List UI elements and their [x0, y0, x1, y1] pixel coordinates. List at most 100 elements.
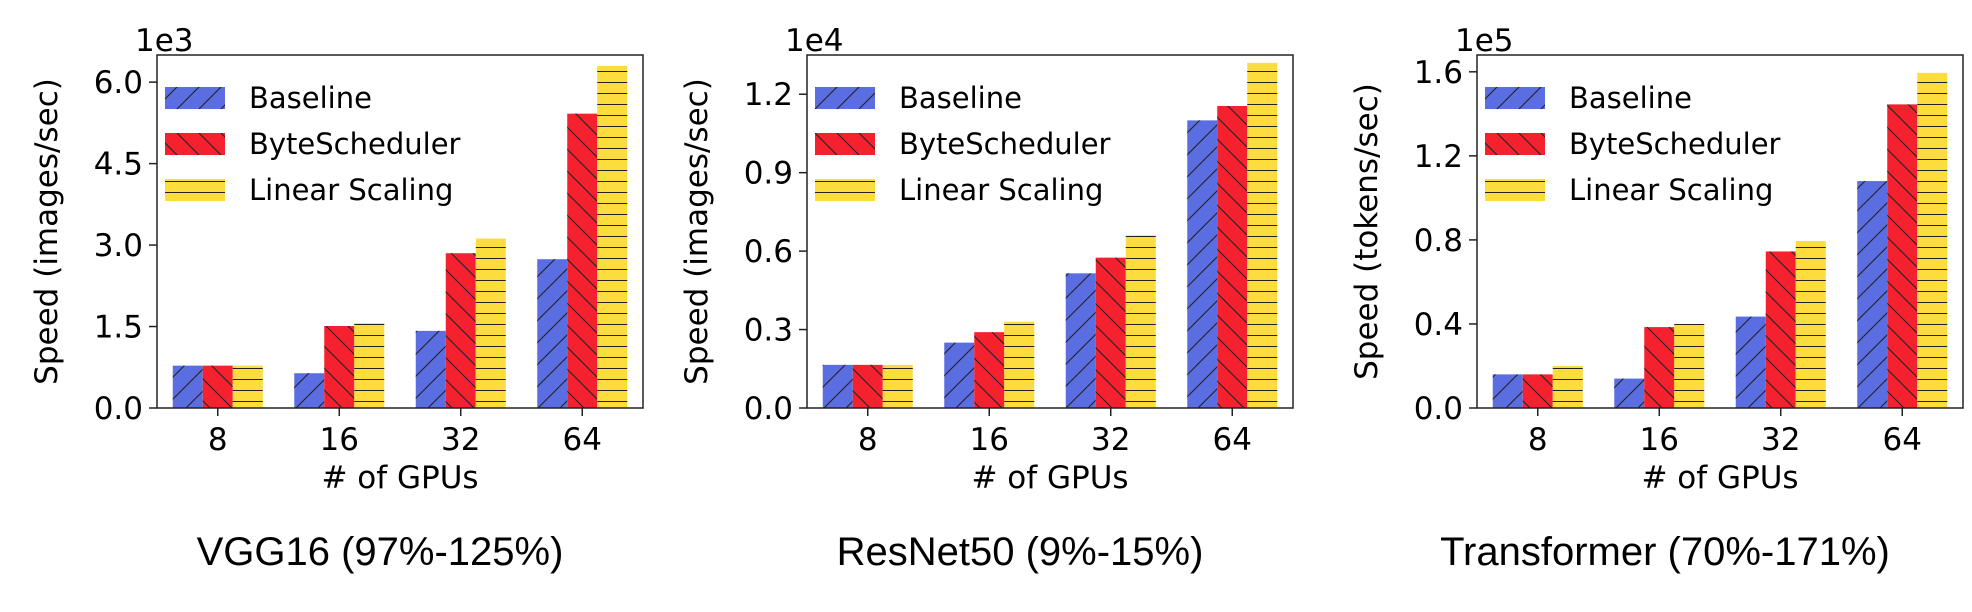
bar-bytescheduler-8: [202, 365, 233, 408]
y-tick-label: 0.6: [744, 234, 793, 270]
legend-item-bytescheduler: ByteScheduler: [815, 127, 1111, 161]
y-tick-label: 4.5: [94, 147, 143, 183]
bar-bytescheduler-8: [852, 364, 883, 408]
caption-vgg16: VGG16 (97%-125%): [196, 530, 564, 574]
y-axis-label: Speed (images/sec): [29, 78, 65, 385]
scale-label: 1e4: [785, 23, 844, 59]
legend-label: ByteScheduler: [249, 127, 461, 161]
bar-linear-scaling-16: [354, 323, 385, 408]
legend-item-baseline: Baseline: [165, 81, 372, 115]
bar-baseline-16: [1614, 378, 1645, 408]
legend-item-bytescheduler: ByteScheduler: [165, 127, 461, 161]
y-tick-label: 0.3: [744, 313, 793, 349]
bar-baseline-64: [1187, 120, 1218, 409]
bar-bytescheduler-32: [1765, 251, 1796, 408]
bar-linear-scaling-32: [1795, 240, 1826, 408]
bar-baseline-64: [1857, 181, 1888, 408]
y-tick-label: 0.9: [744, 156, 793, 192]
bar-bytescheduler-16: [1644, 327, 1675, 408]
y-tick-label: 0.0: [94, 391, 143, 427]
caption-resnet50: ResNet50 (9%-15%): [836, 530, 1204, 574]
y-axis-label: Speed (tokens/sec): [1349, 83, 1385, 380]
chart-resnet50: 0.0 0.3 0.6 0.9 1.2 8 16 32 64 1e4 # of GPUs Speed …: [679, 23, 1294, 496]
bar-bytescheduler-16: [974, 332, 1005, 408]
x-tick-label: 8: [858, 422, 878, 458]
x-tick-label: 32: [1761, 422, 1800, 458]
legend-label: Baseline: [1569, 81, 1692, 115]
bar-bytescheduler-16: [324, 325, 355, 408]
x-tick-label: 8: [1528, 422, 1548, 458]
legend-item-baseline: Baseline: [815, 81, 1022, 115]
x-tick-label: 32: [441, 422, 480, 458]
bar-baseline-8: [1492, 374, 1523, 408]
plot-frame: [156, 54, 644, 409]
bar-bytescheduler-32: [1095, 257, 1126, 408]
y-tick-label: 0.4: [1414, 307, 1463, 343]
y-tick-label: 1.2: [744, 77, 793, 113]
legend-item-linear-scaling: Linear Scaling: [815, 173, 1103, 207]
legend-item-bytescheduler: ByteScheduler: [1485, 127, 1781, 161]
y-axis-label: Speed (images/sec): [679, 78, 715, 385]
x-tick-label: 64: [1883, 422, 1922, 458]
x-tick-label: 32: [1091, 422, 1130, 458]
x-tick-label: 64: [563, 422, 602, 458]
y-tick-label: 0.8: [1414, 223, 1463, 259]
bar-linear-scaling-16: [1004, 321, 1035, 408]
chart-vgg16: 0.0 1.5 3.0 4.5 6.0 8 16 32 64 1e3 # of GPUs Speed …: [29, 23, 644, 496]
plot-frame: [806, 54, 1294, 409]
y-tick-label: 6.0: [94, 65, 143, 101]
x-tick-label: 16: [320, 422, 359, 458]
bar-baseline-16: [294, 373, 325, 408]
bar-baseline-8: [822, 364, 853, 408]
legend-label: Linear Scaling: [899, 173, 1103, 207]
legend-label: Baseline: [899, 81, 1022, 115]
bar-bytescheduler-64: [567, 113, 598, 408]
bar-linear-scaling-32: [1125, 235, 1156, 408]
bar-bytescheduler-64: [1217, 105, 1248, 408]
scale-label: 1e5: [1455, 23, 1514, 59]
legend-item-baseline: Baseline: [1485, 81, 1692, 115]
bar-baseline-32: [415, 330, 446, 408]
legend-label: ByteScheduler: [1569, 127, 1781, 161]
plot-frame: [1476, 54, 1964, 409]
bar-baseline-32: [1065, 273, 1096, 408]
bar-bytescheduler-32: [445, 253, 476, 408]
bar-linear-scaling-32: [475, 238, 506, 408]
x-axis-label: # of GPUs: [1641, 460, 1798, 496]
bar-baseline-16: [944, 342, 975, 408]
bar-baseline-64: [537, 259, 568, 408]
legend: Baseline ByteScheduler Linear Scaling: [815, 81, 1111, 207]
x-tick-label: 16: [970, 422, 1009, 458]
bar-linear-scaling-8: [882, 364, 913, 408]
bar-linear-scaling-64: [597, 65, 628, 408]
y-tick-label: 1.6: [1414, 55, 1463, 91]
x-tick-label: 8: [208, 422, 228, 458]
legend-label: Linear Scaling: [249, 173, 453, 207]
scale-label: 1e3: [135, 23, 194, 59]
x-tick-label: 64: [1213, 422, 1252, 458]
bar-bytescheduler-64: [1887, 104, 1918, 408]
y-tick-label: 0.0: [744, 391, 793, 427]
x-axis-label: # of GPUs: [971, 460, 1128, 496]
y-tick-label: 1.5: [94, 310, 143, 346]
bar-linear-scaling-64: [1247, 62, 1278, 408]
legend-label: ByteScheduler: [899, 127, 1111, 161]
legend-label: Linear Scaling: [1569, 173, 1773, 207]
legend-label: Baseline: [249, 81, 372, 115]
chart-transformer: 0.0 0.4 0.8 1.2 1.6 8 16 32 64 1e5 # of GPUs Speed …: [1349, 23, 1964, 496]
bar-bytescheduler-8: [1522, 374, 1553, 408]
legend: Baseline ByteScheduler Linear Scaling: [165, 81, 461, 207]
bar-linear-scaling-8: [232, 365, 263, 408]
x-tick-label: 16: [1640, 422, 1679, 458]
legend-item-linear-scaling: Linear Scaling: [165, 173, 453, 207]
caption-transformer: Transformer (70%-171%): [1440, 530, 1890, 574]
legend: Baseline ByteScheduler Linear Scaling: [1485, 81, 1781, 207]
bar-linear-scaling-64: [1917, 72, 1948, 409]
bar-baseline-8: [172, 365, 203, 408]
bar-linear-scaling-8: [1552, 365, 1583, 408]
legend-item-linear-scaling: Linear Scaling: [1485, 173, 1773, 207]
x-axis-label: # of GPUs: [321, 460, 478, 496]
bar-linear-scaling-16: [1674, 323, 1705, 408]
y-tick-label: 1.2: [1414, 139, 1463, 175]
